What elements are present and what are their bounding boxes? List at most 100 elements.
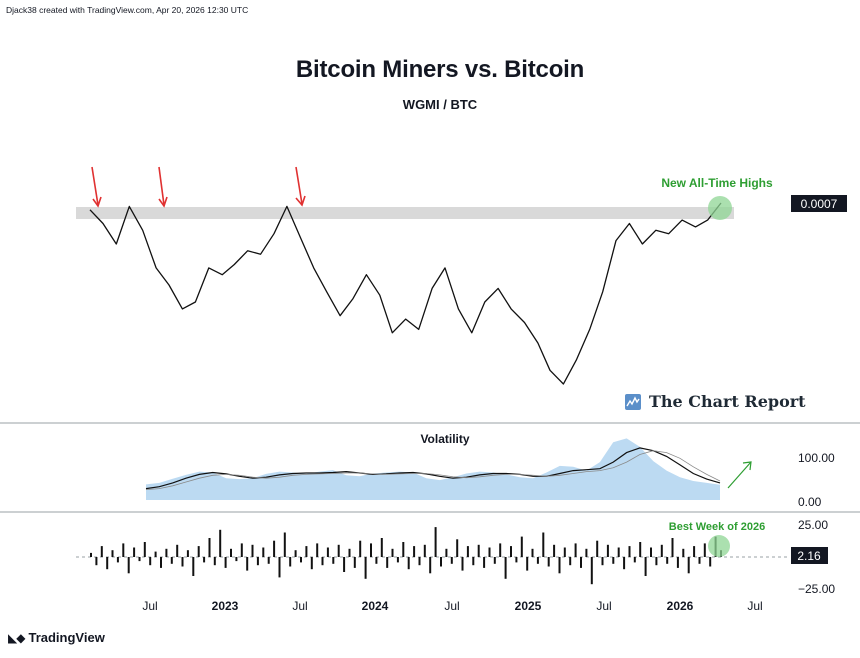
return-bar (574, 543, 577, 557)
chart-subtitle: WGMI / BTC (402, 97, 478, 112)
returns-tick: −25.00 (798, 582, 835, 596)
best-week-annotation: Best Week of 2026 (669, 521, 765, 533)
ath-highlight-circle (708, 196, 732, 220)
return-bar (536, 557, 539, 564)
return-bar (160, 557, 162, 568)
return-bar (418, 557, 421, 566)
volatility-pane (145, 438, 721, 500)
return-bar (305, 546, 308, 557)
return-bar (353, 557, 356, 568)
return-bar (434, 527, 437, 557)
arrow-icon (158, 166, 168, 208)
return-bar (235, 557, 238, 562)
return-bar (596, 540, 599, 557)
return-bar (461, 557, 464, 571)
return-bar (224, 557, 227, 568)
return-bar (569, 557, 572, 566)
return-bar (547, 557, 550, 567)
return-bar (326, 547, 329, 557)
chart-title: Bitcoin Miners vs. Bitcoin (295, 56, 585, 83)
return-bar (343, 557, 346, 572)
chart-report-logo-icon (625, 393, 641, 410)
volatility-title: Volatility (420, 432, 469, 446)
return-bar (283, 532, 286, 557)
return-bar (660, 544, 663, 557)
return-bar (278, 557, 281, 578)
return-bar (445, 548, 448, 557)
x-tick-label: 2023 (212, 599, 239, 613)
return-bar (553, 544, 556, 557)
return-bar (504, 557, 507, 579)
brand-name: The Chart Report (649, 392, 806, 411)
attribution-text: Djack38 created with TradingView.com, Ap… (6, 5, 249, 15)
return-bar (644, 557, 647, 576)
return-bar (515, 557, 518, 563)
x-tick-label: 2025 (515, 599, 542, 613)
return-bar (499, 543, 502, 557)
arrow-icon (91, 166, 102, 208)
x-axis: Jul 2023 Jul 2024 Jul 2025 Jul 2026 Jul (142, 599, 762, 613)
return-bar (585, 548, 588, 557)
return-bar (402, 542, 405, 557)
return-bar (483, 557, 486, 568)
return-bar (623, 557, 626, 570)
price-label: 0.0007 (801, 197, 838, 211)
price-pane (89, 202, 722, 385)
return-bar (477, 544, 480, 557)
tradingview-logo[interactable]: ◣◆ TradingView (8, 630, 105, 645)
return-bar (337, 544, 340, 557)
return-bar (472, 557, 475, 566)
return-bar (273, 540, 276, 557)
return-bar (310, 557, 313, 570)
return-bar (251, 544, 254, 557)
volatility-line (145, 447, 721, 490)
return-bar (208, 538, 211, 557)
return-bar (391, 548, 394, 557)
returns-label: 2.16 (797, 549, 821, 563)
return-bar (510, 546, 512, 557)
return-bar (639, 542, 642, 557)
volatility-tick: 100.00 (798, 451, 835, 465)
return-bar (386, 557, 389, 568)
returns-tick: 25.00 (798, 518, 828, 532)
return-bar (149, 557, 152, 566)
return-bar (693, 546, 696, 557)
returns-label-box (791, 547, 828, 564)
volatility-line (145, 450, 721, 490)
return-bar (176, 544, 179, 557)
return-bar (370, 543, 372, 557)
ath-annotation: New All-Time Highs (661, 176, 773, 190)
return-bar (655, 557, 658, 566)
x-tick-label: Jul (596, 599, 611, 613)
return-bar (143, 542, 146, 557)
x-tick-label: Jul (747, 599, 762, 613)
return-bar (133, 547, 136, 557)
return-bar (396, 557, 399, 563)
return-bar (650, 547, 652, 557)
return-bar (262, 547, 265, 557)
return-bar (240, 543, 243, 557)
x-tick-label: 2026 (667, 599, 694, 613)
return-bar (375, 557, 378, 564)
return-bar (348, 548, 351, 557)
return-bar (90, 552, 92, 557)
return-bar (332, 557, 335, 564)
x-tick-label: Jul (142, 599, 157, 613)
return-bar (606, 544, 609, 557)
return-bar (127, 557, 130, 574)
return-bar (526, 557, 529, 571)
return-bar (203, 557, 206, 563)
brand: The Chart Report (624, 392, 806, 411)
return-bar (321, 557, 324, 566)
return-bar (300, 557, 302, 563)
return-bar (95, 557, 98, 566)
return-bar (703, 543, 706, 557)
return-bar (213, 557, 216, 566)
return-bar (563, 547, 566, 557)
return-bar (429, 557, 432, 574)
return-bar (289, 557, 292, 567)
return-bar (682, 548, 685, 557)
volatility-tick: 0.00 (798, 495, 822, 509)
return-bar (138, 557, 141, 562)
return-bar (294, 550, 297, 557)
